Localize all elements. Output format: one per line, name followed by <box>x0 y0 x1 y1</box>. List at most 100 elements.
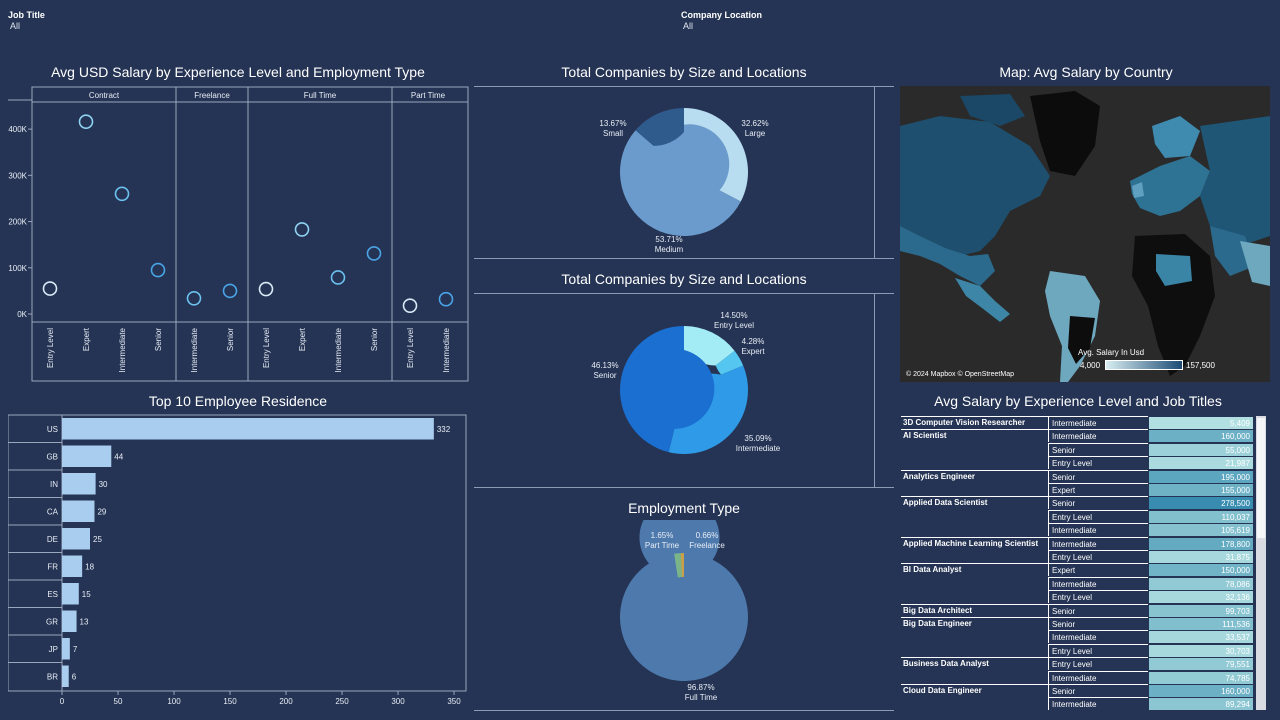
scatter-point <box>402 298 418 313</box>
bar-value-label: 18 <box>85 562 94 571</box>
scatter-point <box>438 291 454 307</box>
salary-scatter-title: Avg USD Salary by Experience Level and E… <box>51 64 425 80</box>
table-row[interactable]: 3D Computer Vision Researcher Intermediat… <box>901 416 1253 429</box>
table-row[interactable]: Expert 155,000 <box>901 483 1253 496</box>
bar-value-label: 29 <box>97 507 106 516</box>
map-uk <box>1132 182 1144 198</box>
donut-category-label: Freelance <box>689 541 725 550</box>
map-legend-title: Avg. Salary In Usd <box>1078 348 1145 357</box>
table-row[interactable]: Entry Level 32,136 <box>901 590 1253 604</box>
residence-bar <box>62 583 79 605</box>
size-donut-title: Total Companies by Size and Locations <box>561 64 807 80</box>
table-row[interactable]: Intermediate 74,785 <box>901 670 1253 684</box>
donut-slice <box>674 553 682 578</box>
bar-category-label: DE <box>47 535 58 544</box>
table-row[interactable]: AI Scientist Intermediate 160,000 <box>901 429 1253 443</box>
table-row[interactable]: Intermediate 78,086 <box>901 576 1253 590</box>
donut-pct-label: 14.50% <box>720 311 747 320</box>
table-row[interactable]: Entry Level 30,703 <box>901 643 1253 657</box>
map-legend-min: 4,000 <box>1080 361 1101 370</box>
company-size-donut: 32.62%Large 13.67%Small 53.71%Medium <box>599 108 769 254</box>
separator <box>474 710 894 711</box>
donut-pct-label: 32.62% <box>741 119 768 128</box>
x-tick-label: Senior <box>154 328 163 351</box>
donut-pct-label: 53.71% <box>655 235 682 244</box>
x-tick-label: Intermediate <box>334 327 343 372</box>
bar-category-label: FR <box>47 562 58 571</box>
salary-value-cell: 178,800 <box>1149 537 1253 550</box>
salary-value-cell: 5,409 <box>1149 417 1253 429</box>
job-title-cell: BI Data Analyst <box>903 565 962 575</box>
donut-category-label: Entry Level <box>714 321 754 330</box>
map-north-africa-region <box>1156 254 1192 286</box>
experience-level-cell: Intermediate <box>1048 670 1148 684</box>
salary-value-cell: 105,619 <box>1149 524 1253 537</box>
experience-level-cell: Intermediate <box>1048 697 1148 710</box>
experience-level-cell: Expert <box>1048 483 1148 496</box>
bar-value-label: 7 <box>73 645 78 654</box>
job-title-cell: Applied Data Scientist <box>903 498 988 508</box>
table-row[interactable]: Entry Level 110,037 <box>901 509 1253 523</box>
world-map-shapes <box>900 91 1270 382</box>
company-location-filter[interactable]: All <box>683 21 694 31</box>
table-row[interactable]: BI Data Analyst Expert 150,000 <box>901 563 1253 577</box>
residence-bar <box>62 528 90 550</box>
experience-level-cell: Entry Level <box>1048 456 1148 470</box>
job-title-cell: Applied Machine Learning Scientist <box>903 538 1039 548</box>
salary-value-cell: 150,000 <box>1149 564 1253 577</box>
donut-category-label: Expert <box>741 347 765 356</box>
job-title-cell: Big Data Architect <box>903 605 973 615</box>
table-row[interactable]: Cloud Data Engineer Senior 160,000 <box>901 684 1253 697</box>
scatter-point <box>186 290 202 306</box>
residence-bar <box>62 610 77 632</box>
group-divider <box>901 416 1048 417</box>
table-row[interactable]: Big Data Engineer Senior 111,536 <box>901 617 1253 630</box>
scatter-point <box>258 281 274 297</box>
salary-value-cell: 110,037 <box>1149 510 1253 523</box>
donut-slice <box>620 520 748 681</box>
scatter-point <box>330 270 346 285</box>
salary-table: 3D Computer Vision Researcher Intermediat… <box>901 416 1267 710</box>
job-title-filter[interactable]: All <box>10 21 21 31</box>
table-row[interactable]: Business Data Analyst Entry Level 79,551 <box>901 657 1253 671</box>
y-tick-label: 400K <box>8 125 27 134</box>
job-title-cell: 3D Computer Vision Researcher <box>903 418 1026 427</box>
table-row[interactable]: Intermediate 33,537 <box>901 630 1253 644</box>
x-tick-label: Entry Level <box>406 328 415 368</box>
experience-level-cell: Senior <box>1048 617 1148 630</box>
table-row[interactable]: Big Data Architect Senior 99,703 <box>901 603 1253 617</box>
experience-level-cell: Intermediate <box>1048 429 1148 443</box>
exp-donut-title: Total Companies by Size and Locations <box>561 271 807 287</box>
separator <box>474 293 894 294</box>
table-row[interactable]: Intermediate 89,294 <box>901 697 1253 710</box>
donut-category-label: Medium <box>655 245 684 254</box>
table-row[interactable]: Entry Level 31,875 <box>901 550 1253 563</box>
table-scrollbar[interactable] <box>1256 416 1266 710</box>
x-tick-label: 150 <box>223 697 237 706</box>
salary-value-cell: 74,785 <box>1149 671 1253 684</box>
x-tick-label: Intermediate <box>190 327 199 372</box>
x-tick-label: 350 <box>447 697 461 706</box>
job-title-cell: AI Scientist <box>903 431 947 441</box>
experience-level-cell: Senior <box>1048 684 1148 697</box>
salary-value-cell: 33,537 <box>1149 631 1253 644</box>
bar-value-label: 25 <box>93 535 102 544</box>
job-title-cell: Big Data Engineer <box>903 619 972 628</box>
table-row[interactable]: Applied Data Scientist Senior 278,500 <box>901 496 1253 510</box>
x-tick-label: 100 <box>167 697 181 706</box>
job-title-filter-label: Job Title <box>8 10 45 20</box>
x-tick-label: Senior <box>370 328 379 351</box>
table-row[interactable]: Senior 55,000 <box>901 442 1253 456</box>
experience-level-cell: Entry Level <box>1048 657 1148 671</box>
salary-value-cell: 32,136 <box>1149 591 1253 604</box>
table-row[interactable]: Intermediate 105,619 <box>901 523 1253 537</box>
table-row[interactable]: Entry Level 21,987 <box>901 456 1253 470</box>
table-row[interactable]: Applied Machine Learning Scientist Interm… <box>901 536 1253 550</box>
donut-category-label: Large <box>745 129 766 138</box>
bar-category-label: GB <box>46 452 58 461</box>
table-scrollbar-thumb[interactable] <box>1257 418 1265 538</box>
scatter-frame <box>31 86 469 382</box>
salary-map[interactable]: Avg. Salary In Usd 4,000 157,500 © 2024 … <box>900 86 1270 382</box>
table-row[interactable]: Analytics Engineer Senior 195,000 <box>901 469 1253 483</box>
donut-category-label: Senior <box>593 371 616 380</box>
